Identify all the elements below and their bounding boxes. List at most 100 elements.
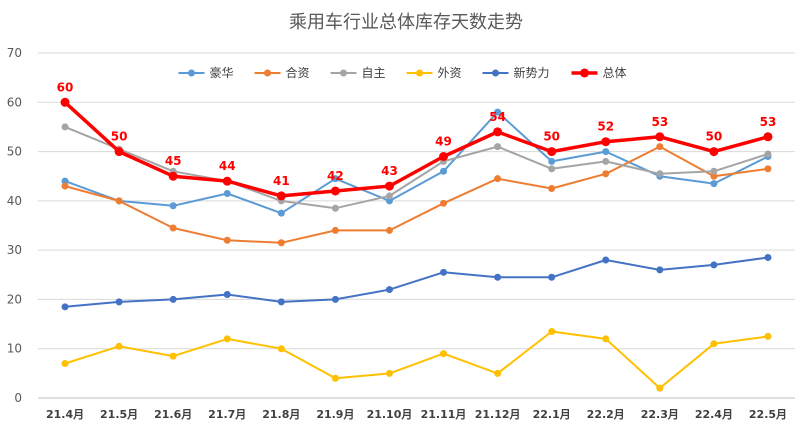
data-point [440, 167, 448, 175]
data-point [331, 374, 339, 382]
data-point [277, 239, 285, 247]
data-point [115, 342, 123, 350]
data-point [602, 148, 610, 156]
x-tick-label: 21.9月 [316, 408, 354, 421]
data-point [710, 167, 718, 175]
data-point [710, 172, 718, 180]
data-point [548, 165, 556, 173]
data-point [656, 170, 664, 178]
data-label: 45 [165, 154, 182, 168]
data-label: 44 [219, 159, 236, 173]
legend-label: 新势力 [514, 65, 550, 80]
data-point [764, 150, 772, 158]
legend-swatch-marker [580, 68, 589, 78]
legend-swatch-marker [188, 69, 195, 77]
data-label: 49 [435, 135, 452, 149]
data-point [547, 147, 557, 157]
legend-label: 外资 [438, 66, 462, 80]
data-point [548, 327, 556, 335]
data-point [602, 157, 610, 165]
x-tick-label: 22.1月 [533, 408, 571, 421]
x-axis-ticks: 21.4月 21.5月 21.6月 21.7月 21.8月 21.9月 21.10月 21.1… [46, 408, 787, 421]
data-point [710, 261, 718, 269]
x-tick-label: 22.5月 [749, 408, 787, 421]
data-point [440, 268, 448, 276]
data-label: 41 [273, 174, 290, 188]
y-tick-label: 70 [7, 46, 22, 60]
x-tick-label: 22.4月 [695, 408, 733, 421]
y-axis-ticks: 0 10 20 30 40 50 60 70 [7, 46, 22, 405]
data-point [277, 209, 285, 217]
data-point [494, 175, 502, 183]
x-tick-label: 21.11月 [421, 408, 467, 421]
data-point [168, 171, 178, 181]
data-point [710, 180, 718, 188]
data-point [602, 170, 610, 178]
legend-label: 总体 [603, 66, 627, 80]
y-tick-label: 20 [7, 292, 22, 306]
legend-swatch-marker [340, 69, 347, 77]
data-point [385, 369, 393, 377]
data-point [602, 335, 610, 343]
data-point [330, 186, 340, 196]
data-point [61, 360, 69, 367]
data-label: 43 [381, 164, 398, 178]
data-point [440, 199, 448, 207]
data-label: 50 [706, 130, 723, 144]
series-total [60, 97, 773, 201]
data-point [169, 352, 177, 360]
data-label: 54 [489, 110, 506, 124]
data-point [169, 202, 177, 210]
data-point [493, 127, 503, 137]
y-tick-label: 0 [14, 391, 22, 405]
legend-swatch-marker [416, 69, 423, 77]
data-point [114, 147, 124, 157]
data-point [656, 384, 664, 392]
data-point [61, 182, 69, 190]
data-point [331, 204, 339, 212]
series-line [63, 101, 769, 198]
data-label: 53 [651, 115, 668, 129]
data-point [60, 97, 70, 107]
y-tick-label: 30 [7, 243, 22, 257]
data-point [331, 175, 339, 183]
data-point [277, 298, 285, 306]
data-point [439, 152, 449, 161]
data-point [709, 147, 719, 157]
series-3 [61, 327, 772, 392]
data-label: 60 [57, 80, 74, 94]
legend-item: 外资 [406, 66, 462, 80]
legend-item: 豪华 [178, 65, 234, 80]
data-point [764, 332, 772, 340]
data-point [222, 176, 232, 186]
data-point [384, 181, 394, 191]
chart-title: 乘用车行业总体库存天数走势 [289, 12, 523, 33]
data-point [763, 132, 773, 142]
x-tick-label: 21.5月 [100, 408, 138, 421]
data-point [494, 143, 502, 151]
data-point [277, 345, 285, 353]
data-point [656, 266, 664, 274]
data-point [655, 132, 665, 142]
data-point [385, 192, 393, 200]
data-point [61, 177, 69, 185]
legend: 豪华 合资 自主 外资 新势力 总体 [178, 65, 627, 80]
data-point [385, 286, 393, 294]
x-tick-label: 21.12月 [475, 408, 521, 421]
data-label: 52 [597, 120, 614, 134]
data-point [115, 197, 123, 205]
legend-item: 合资 [254, 65, 310, 80]
series-line [64, 330, 769, 390]
series-4 [61, 254, 772, 311]
legend-swatch-marker [264, 69, 271, 77]
data-point [385, 226, 393, 234]
x-tick-label: 21.4月 [46, 408, 84, 421]
data-point [169, 224, 177, 232]
data-point [385, 197, 393, 205]
data-point [61, 123, 69, 131]
x-tick-label: 21.7月 [208, 408, 246, 421]
data-point [548, 185, 556, 193]
series-line [64, 256, 769, 308]
y-tick-label: 60 [7, 95, 22, 109]
series-line [64, 125, 769, 210]
